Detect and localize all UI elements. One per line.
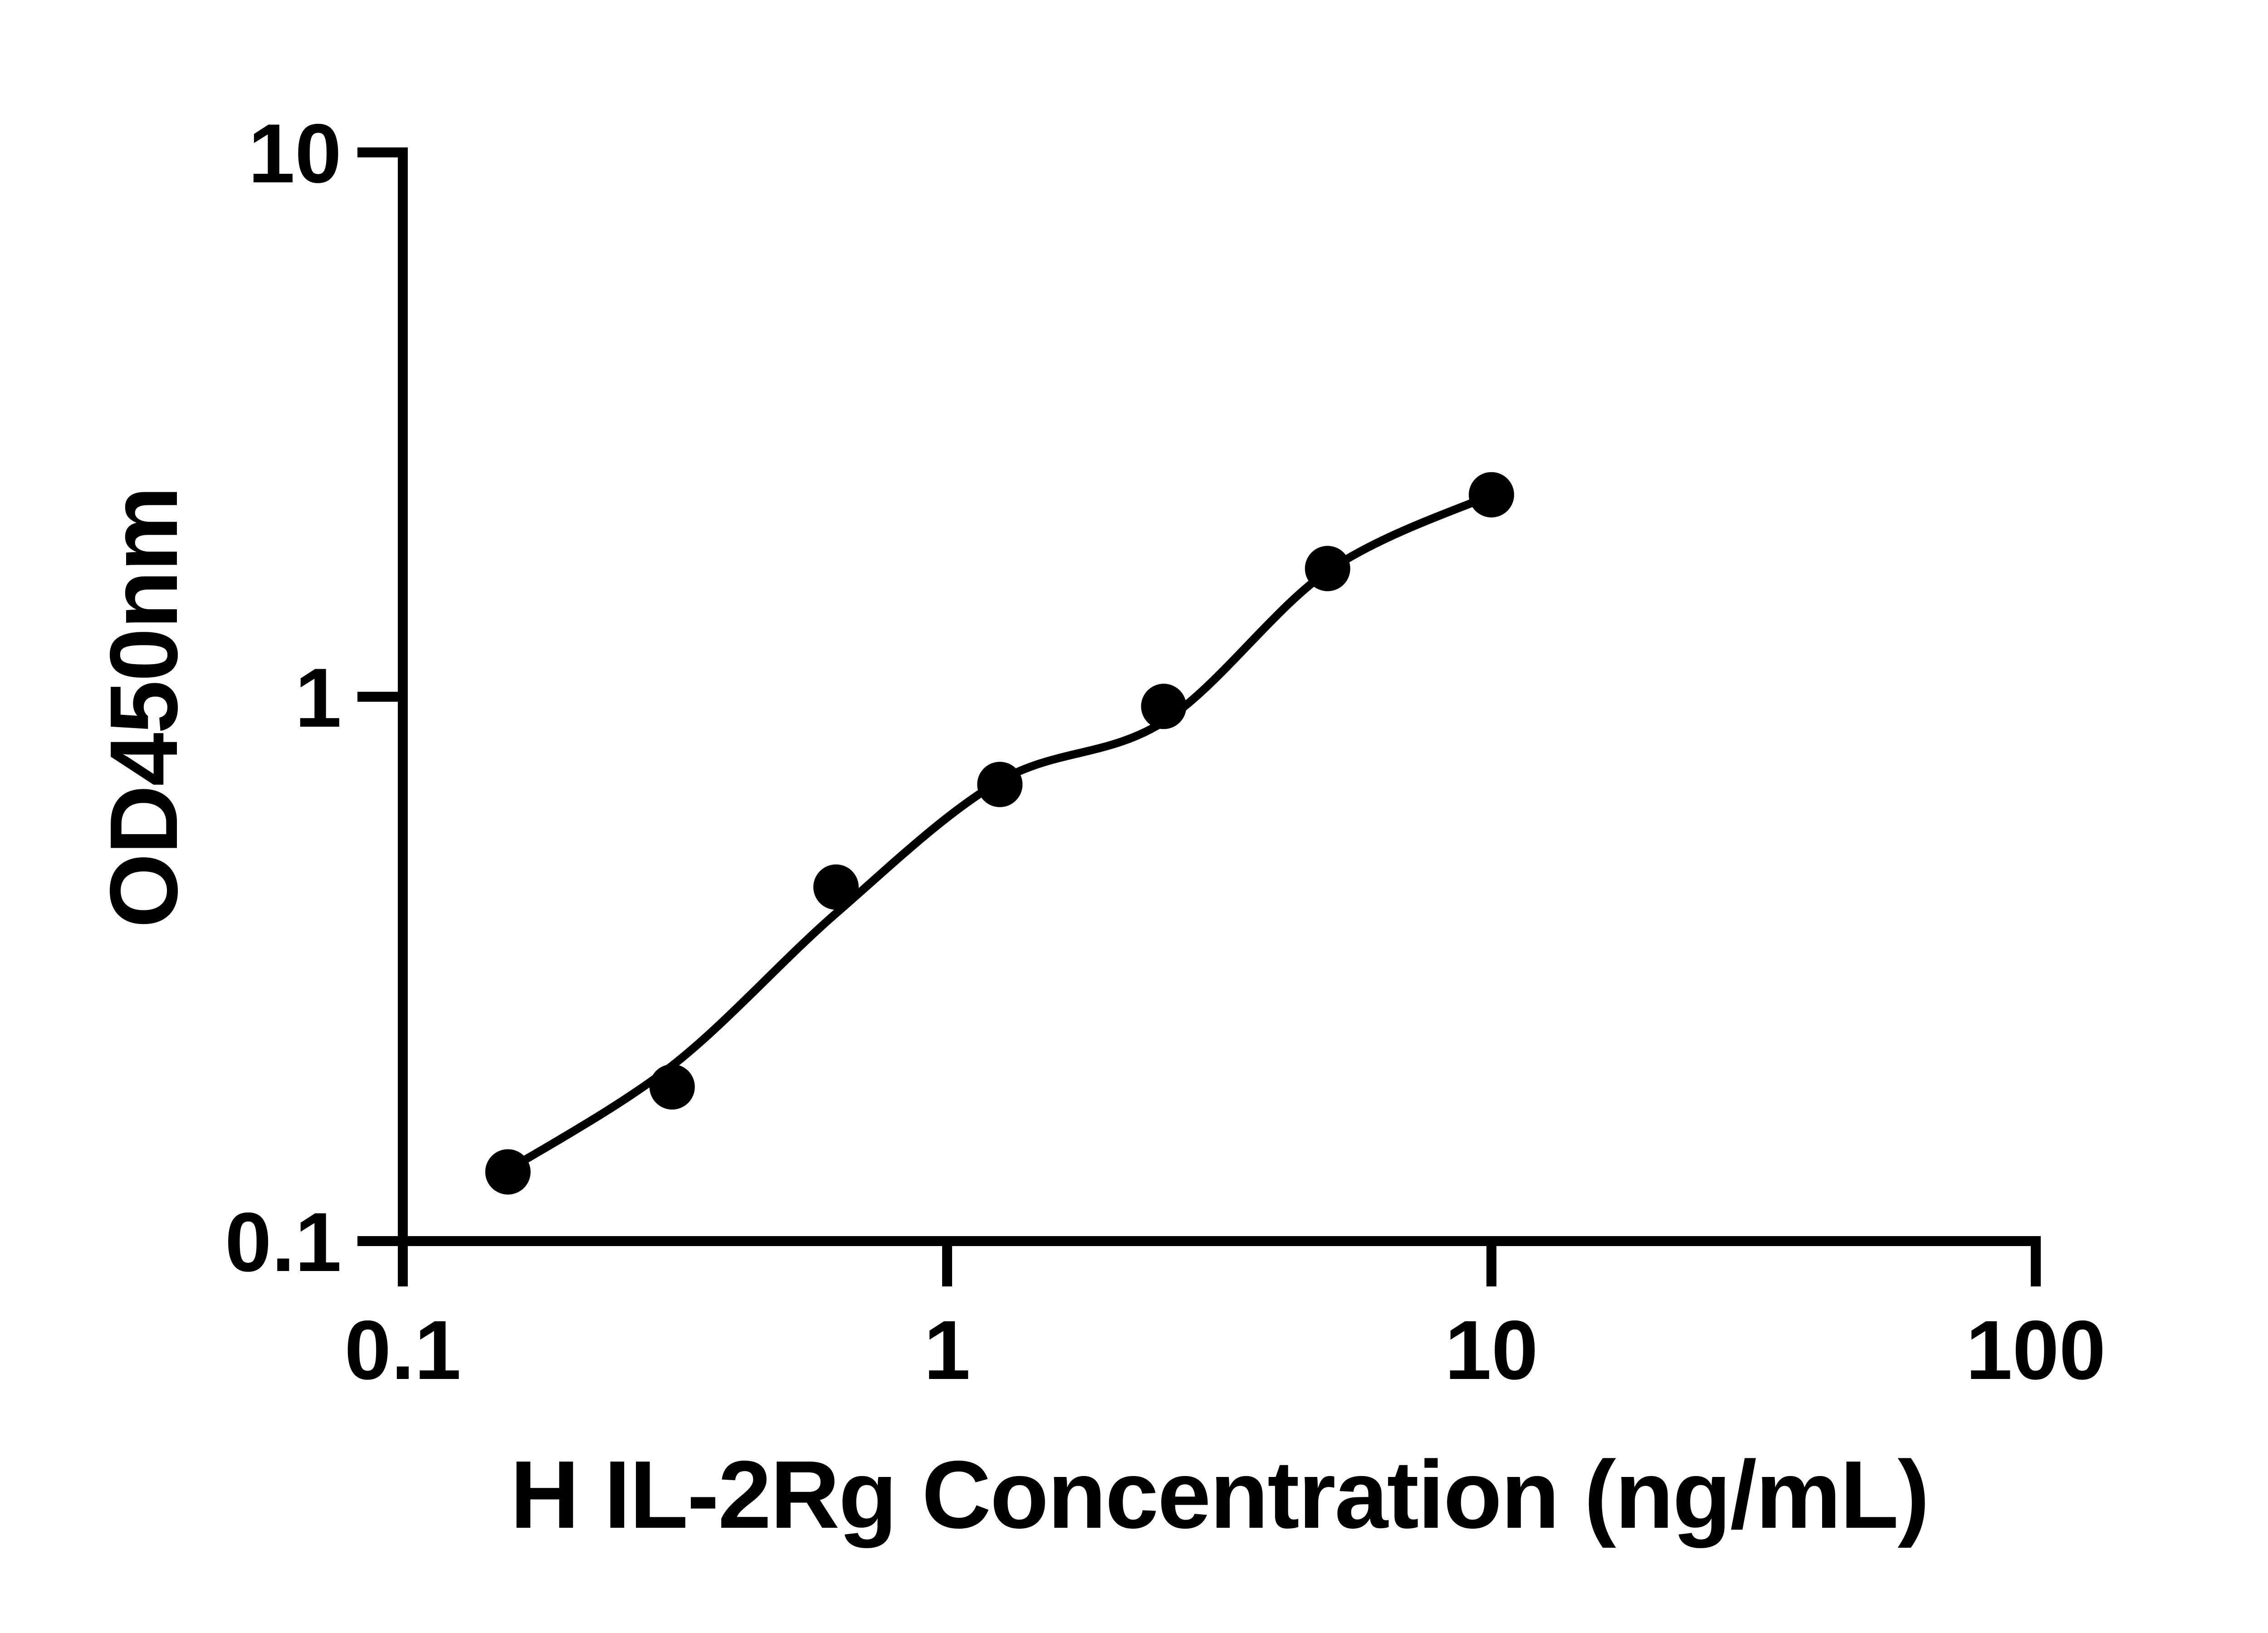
data-points-layer <box>485 472 1514 1195</box>
data-point <box>1141 684 1187 729</box>
data-point <box>485 1149 531 1195</box>
data-point <box>977 762 1023 807</box>
data-point <box>813 864 859 910</box>
x-tick-label: 10 <box>1445 1304 1538 1397</box>
y-axis-title: OD450nm <box>90 487 197 928</box>
x-tick-label: 0.1 <box>344 1304 461 1397</box>
tick-labels: 0.1 1 10 100 0.1 1 10 <box>225 107 2106 1397</box>
data-point <box>649 1064 695 1110</box>
fit-curve <box>503 490 1496 1174</box>
x-tick-label: 1 <box>924 1304 971 1397</box>
x-axis-title: H IL-2Rg Concentration (ng/mL) <box>510 1441 1929 1548</box>
fit-curve-layer <box>503 490 1496 1174</box>
data-point <box>1469 472 1514 518</box>
data-point <box>1305 546 1350 592</box>
axes <box>357 147 2041 1286</box>
y-tick-label: 0.1 <box>225 1196 342 1289</box>
y-tick-label: 10 <box>248 107 342 200</box>
x-tick-label: 100 <box>1966 1304 2106 1397</box>
y-tick-label: 1 <box>295 651 342 745</box>
